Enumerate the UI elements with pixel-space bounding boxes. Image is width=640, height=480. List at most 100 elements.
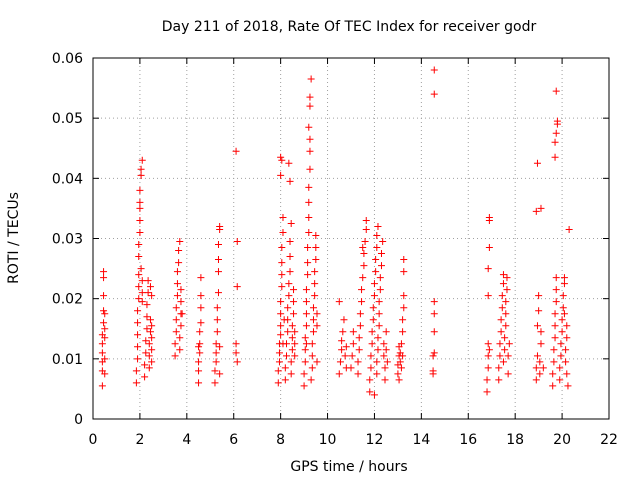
data-point	[134, 355, 142, 363]
data-point	[291, 328, 299, 336]
data-point	[136, 198, 144, 206]
data-point	[537, 204, 545, 212]
data-point	[502, 322, 510, 330]
x-tick-label: 8	[276, 432, 285, 448]
data-point	[560, 274, 568, 282]
data-point	[549, 370, 557, 378]
data-point	[279, 213, 287, 221]
data-point	[348, 352, 356, 360]
data-point	[213, 328, 221, 336]
data-point	[373, 244, 381, 252]
data-point	[143, 301, 151, 309]
data-point	[355, 334, 363, 342]
data-point	[537, 340, 545, 348]
data-point	[362, 216, 370, 224]
data-point	[134, 331, 142, 339]
data-point	[532, 207, 540, 215]
data-point	[381, 364, 389, 372]
data-point	[355, 346, 363, 354]
data-point	[368, 340, 376, 348]
data-point	[377, 262, 385, 270]
data-point	[137, 171, 145, 179]
data-point	[499, 358, 507, 366]
x-tick-label: 22	[600, 432, 618, 448]
data-point	[312, 244, 320, 252]
data-point	[503, 286, 511, 294]
data-point	[279, 340, 287, 348]
data-point	[370, 292, 378, 300]
data-point	[305, 183, 313, 191]
data-point	[307, 75, 315, 83]
data-point	[370, 280, 378, 288]
data-point	[101, 370, 109, 378]
data-point	[141, 361, 149, 369]
data-point	[277, 153, 285, 161]
data-point	[137, 265, 145, 273]
data-point	[559, 304, 567, 312]
data-point	[564, 382, 572, 390]
data-point	[98, 340, 106, 348]
data-point	[306, 93, 314, 101]
data-point	[176, 238, 184, 246]
data-point	[278, 244, 286, 252]
data-point	[135, 253, 143, 261]
data-point	[305, 213, 313, 221]
data-point	[313, 322, 321, 330]
y-tick-label: 0	[74, 412, 83, 428]
y-tick-label: 0.02	[52, 292, 83, 308]
data-point	[535, 307, 543, 315]
data-point	[380, 340, 388, 348]
data-point	[301, 358, 309, 366]
data-point	[134, 307, 142, 315]
data-point	[358, 298, 366, 306]
data-point	[552, 286, 560, 294]
data-point	[358, 286, 366, 294]
data-point	[338, 337, 346, 345]
data-point	[145, 340, 153, 348]
data-point	[535, 292, 543, 300]
data-point	[136, 216, 144, 224]
data-point	[148, 334, 156, 342]
data-point	[148, 358, 156, 366]
data-point	[342, 343, 350, 351]
data-point	[286, 177, 294, 185]
data-point	[430, 298, 438, 306]
data-point	[550, 346, 558, 354]
x-tick-label: 4	[182, 432, 191, 448]
data-point	[197, 304, 205, 312]
data-point	[132, 379, 140, 387]
data-point	[429, 352, 437, 360]
data-point	[537, 328, 545, 336]
data-point	[309, 304, 317, 312]
data-point	[360, 250, 368, 258]
data-point	[144, 277, 152, 285]
data-point	[430, 310, 438, 318]
data-point	[338, 346, 346, 354]
data-point	[354, 358, 362, 366]
data-point	[560, 310, 568, 318]
data-point	[504, 352, 512, 360]
data-point	[302, 310, 310, 318]
data-point	[301, 334, 309, 342]
data-point	[372, 256, 380, 264]
data-point	[551, 138, 559, 146]
data-point	[313, 310, 321, 318]
chart-title: Day 211 of 2018, Rate Of TEC Index for r…	[162, 19, 537, 35]
data-point	[498, 304, 506, 312]
data-point	[146, 316, 154, 324]
x-tick-label: 16	[459, 432, 477, 448]
data-point	[395, 376, 403, 384]
data-point	[496, 352, 504, 360]
data-point	[307, 376, 315, 384]
data-point	[176, 334, 184, 342]
data-point	[148, 346, 156, 354]
data-point	[562, 358, 570, 366]
data-point	[501, 334, 509, 342]
data-point	[560, 280, 568, 288]
x-tick-label: 12	[366, 432, 384, 448]
data-point	[176, 346, 184, 354]
data-point	[137, 165, 145, 173]
y-tick-label: 0.05	[52, 111, 83, 127]
data-point	[536, 370, 544, 378]
data-point	[132, 367, 140, 375]
